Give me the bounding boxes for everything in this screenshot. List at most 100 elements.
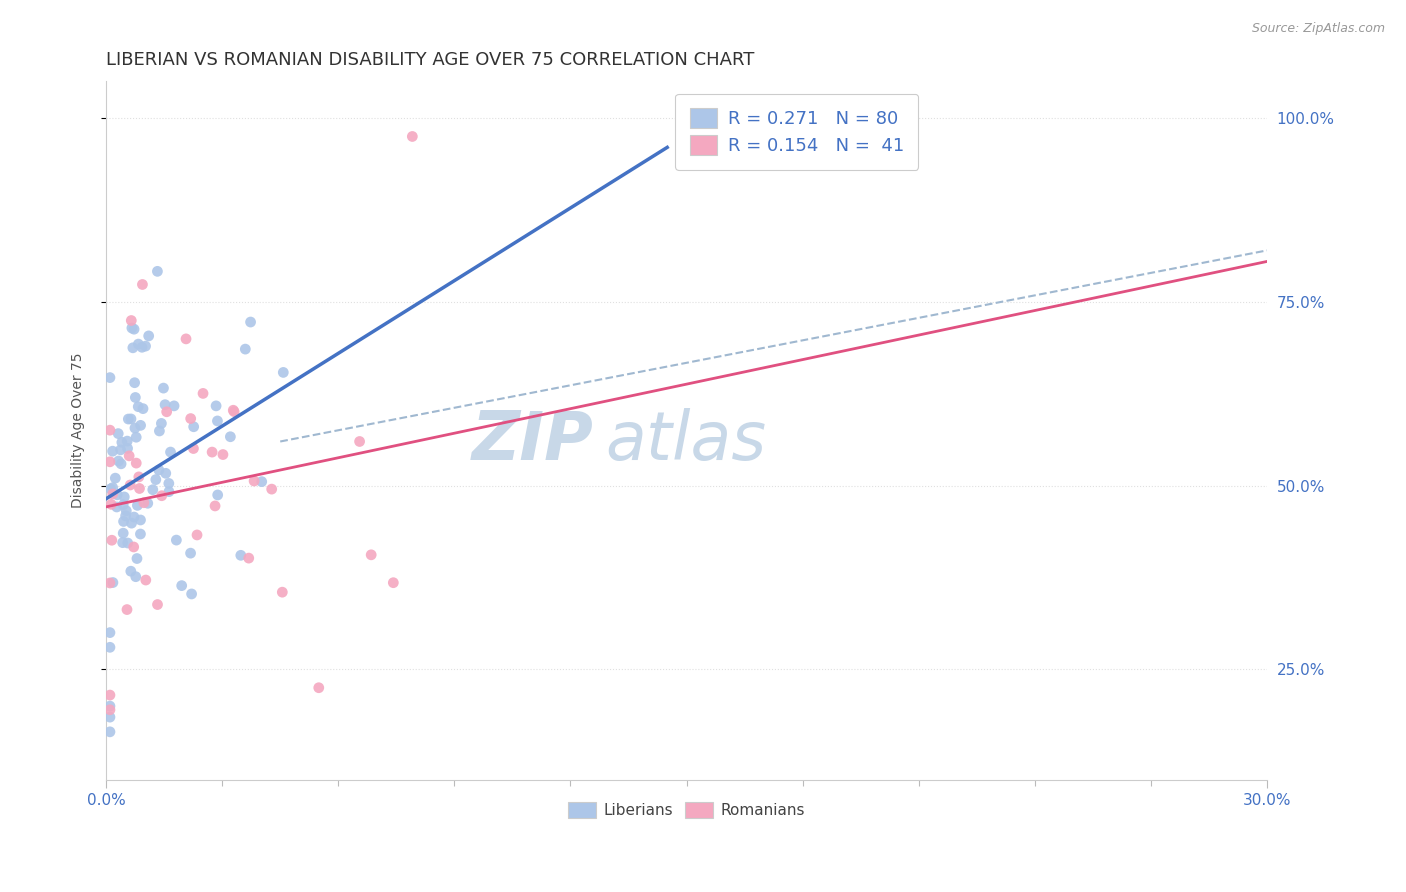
Point xyxy=(127,400,149,414)
Point xyxy=(98,688,121,702)
Point xyxy=(112,498,135,512)
Point xyxy=(382,575,405,590)
Point xyxy=(229,549,252,563)
Point xyxy=(250,475,273,489)
Point xyxy=(152,381,174,395)
Point xyxy=(118,449,141,463)
Point xyxy=(128,470,150,484)
Point xyxy=(110,442,132,457)
Point xyxy=(98,640,121,655)
Point xyxy=(105,500,128,514)
Point xyxy=(122,341,145,355)
Point xyxy=(124,421,146,435)
Point xyxy=(98,710,121,724)
Point xyxy=(98,576,121,591)
Point xyxy=(125,551,148,566)
Point xyxy=(129,418,152,433)
Point xyxy=(150,417,173,431)
Point xyxy=(308,681,330,695)
Point xyxy=(146,264,169,278)
Point xyxy=(131,277,153,292)
Point xyxy=(98,455,121,469)
Point xyxy=(122,322,145,336)
Point xyxy=(101,444,124,458)
Point xyxy=(159,445,181,459)
Point xyxy=(174,332,197,346)
Point xyxy=(401,129,423,144)
Point xyxy=(129,527,152,541)
Text: Source: ZipAtlas.com: Source: ZipAtlas.com xyxy=(1251,22,1385,36)
Point xyxy=(98,724,121,739)
Point xyxy=(117,442,139,456)
Y-axis label: Disability Age Over 75: Disability Age Over 75 xyxy=(72,352,86,508)
Point xyxy=(115,602,138,616)
Point xyxy=(136,496,159,510)
Point xyxy=(145,473,167,487)
Point xyxy=(204,499,226,513)
Point xyxy=(125,570,148,584)
Point xyxy=(180,546,202,560)
Point xyxy=(120,412,142,426)
Point xyxy=(124,391,146,405)
Point xyxy=(186,528,208,542)
Point xyxy=(117,536,139,550)
Point xyxy=(98,625,121,640)
Point xyxy=(135,339,157,353)
Point xyxy=(132,401,155,416)
Point xyxy=(212,448,235,462)
Point xyxy=(153,398,176,412)
Point xyxy=(207,414,229,428)
Point xyxy=(125,456,148,470)
Point xyxy=(122,540,145,554)
Point xyxy=(271,585,294,599)
Point xyxy=(156,405,179,419)
Point xyxy=(105,488,128,502)
Point xyxy=(135,573,157,587)
Point xyxy=(271,366,294,380)
Point xyxy=(125,430,148,444)
Point xyxy=(138,329,160,343)
Point xyxy=(131,340,153,354)
Point xyxy=(163,399,186,413)
Point xyxy=(183,419,205,434)
Point xyxy=(360,548,382,562)
Point xyxy=(260,482,283,496)
Text: ZIP: ZIP xyxy=(472,408,593,474)
Point xyxy=(100,482,122,496)
Point xyxy=(129,513,152,527)
Point xyxy=(112,526,135,541)
Point xyxy=(98,423,121,437)
Point xyxy=(98,703,121,717)
Point xyxy=(233,342,256,356)
Point xyxy=(132,496,155,510)
Point xyxy=(142,483,165,497)
Point xyxy=(115,434,138,449)
Point xyxy=(146,598,169,612)
Point xyxy=(127,499,149,513)
Point xyxy=(148,463,170,477)
Point xyxy=(201,445,224,459)
Point xyxy=(98,699,121,714)
Point xyxy=(107,426,129,441)
Point xyxy=(222,404,245,418)
Point xyxy=(238,551,260,566)
Point xyxy=(127,337,149,351)
Point xyxy=(101,533,124,548)
Point xyxy=(207,488,229,502)
Point xyxy=(110,457,132,471)
Point xyxy=(104,471,127,485)
Point xyxy=(115,504,138,518)
Point xyxy=(101,575,124,590)
Point xyxy=(205,399,228,413)
Point xyxy=(165,533,187,547)
Point xyxy=(98,370,121,384)
Point xyxy=(101,481,124,495)
Point xyxy=(180,587,202,601)
Point xyxy=(155,467,177,481)
Point xyxy=(180,411,202,425)
Point xyxy=(222,403,245,417)
Point xyxy=(101,487,124,501)
Point xyxy=(157,484,180,499)
Point xyxy=(239,315,262,329)
Point xyxy=(121,321,143,335)
